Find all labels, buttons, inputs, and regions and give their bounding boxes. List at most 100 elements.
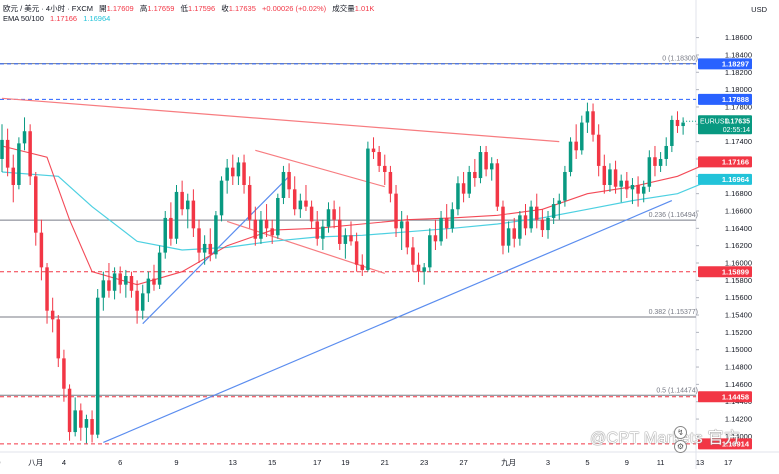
candle-body: [39, 232, 44, 268]
price-tag-label: 1.13914: [722, 440, 750, 449]
y-tick-label: 1.14800: [725, 363, 752, 372]
candle-body: [681, 122, 685, 127]
candle-body: [62, 358, 66, 389]
x-tick-label: 9: [174, 458, 178, 467]
price-tag-label: 1.16964: [722, 175, 750, 184]
x-tick-label: 九月: [501, 458, 516, 467]
candle-body: [399, 221, 404, 229]
candle-body: [5, 139, 10, 168]
x-tick-label: 5: [585, 458, 589, 467]
candle-body: [11, 167, 16, 185]
high-value: 1.17659: [147, 4, 175, 13]
candle-body: [563, 171, 567, 201]
candle-body: [309, 206, 314, 222]
candle-body: [461, 183, 466, 194]
price-tag-label: 1.15899: [722, 267, 749, 276]
candle-body: [625, 180, 629, 190]
candle-body: [332, 209, 336, 220]
y-tick-label: 1.15200: [725, 328, 752, 337]
x-tick-label: 11: [657, 458, 665, 467]
candle-body: [529, 206, 533, 229]
candle-body: [433, 235, 438, 242]
candle-body: [281, 171, 286, 198]
y-tick-label: 1.15400: [725, 311, 752, 320]
candle-body: [56, 319, 61, 359]
candle-body: [146, 278, 151, 294]
x-tick-label: 6: [118, 458, 122, 467]
x-tick-label: 3: [546, 458, 550, 467]
candle-body: [647, 157, 652, 187]
candle-body: [653, 157, 657, 166]
candle-body: [506, 228, 511, 246]
candle-body: [568, 141, 573, 172]
symbol-name[interactable]: 欧元 / 美元 · 4小时 · FXCM: [3, 4, 93, 13]
current-price-tag: [698, 115, 752, 135]
y-tick-label: 1.16000: [725, 259, 752, 268]
candle-body: [231, 167, 235, 177]
y-tick-label: 1.16400: [725, 224, 752, 233]
channel-upper-line: [255, 149, 385, 188]
x-tick-label: 八月: [28, 458, 43, 467]
candle-body: [34, 176, 38, 233]
candle-body: [191, 200, 196, 229]
x-tick-label: 17: [313, 458, 321, 467]
candle-body: [129, 276, 134, 291]
candle-body: [174, 191, 179, 239]
candle-body: [236, 162, 241, 177]
candle-body: [219, 180, 224, 216]
candle-body: [664, 145, 668, 159]
y-tick-label: 1.18400: [725, 50, 752, 59]
alert-icon[interactable]: ↯: [674, 426, 687, 439]
resistance-trendline: [1, 97, 560, 143]
candle-body: [377, 152, 381, 166]
candle-body: [535, 206, 539, 220]
x-tick-label: 15: [268, 458, 276, 467]
candle-body: [630, 184, 635, 190]
fib-level-label: 0.236 (1.16494): [649, 212, 698, 219]
candle-body: [287, 171, 291, 190]
ema50-value: 1.17166: [49, 14, 78, 23]
candle-body: [107, 280, 111, 291]
x-tick-label: 23: [420, 458, 428, 467]
x-tick-label: 27: [459, 458, 467, 467]
candle-body: [416, 264, 421, 272]
candle-body: [67, 388, 72, 433]
candle-body: [405, 221, 410, 248]
y-tick-label: 1.18000: [725, 85, 752, 94]
candle-body: [557, 200, 562, 205]
x-tick-label: 29: [0, 458, 1, 467]
candle-body: [264, 219, 269, 229]
candle-body: [591, 111, 595, 135]
high-label: 高: [139, 4, 148, 13]
candle-body: [259, 219, 263, 239]
candle-body: [523, 215, 528, 229]
candle-body: [580, 122, 584, 151]
candle-body: [501, 206, 505, 246]
candle-body: [292, 189, 297, 210]
candle-body: [0, 139, 4, 159]
candle-body: [546, 217, 550, 231]
candle-body: [478, 152, 483, 179]
candle-body: [602, 165, 607, 185]
candle-body: [354, 241, 359, 265]
candle-body: [321, 226, 325, 239]
candle-body: [242, 162, 246, 185]
candle-body: [383, 165, 387, 172]
ema-info-line[interactable]: EMA 50/100 1.17166 1.16964: [3, 14, 110, 23]
candle-body: [444, 217, 449, 229]
candle-body: [315, 221, 319, 239]
candle-body: [366, 148, 370, 270]
settings-icon[interactable]: ⚙: [674, 440, 687, 453]
y-tick-label: 1.17800: [725, 102, 752, 111]
y-tick-label: 1.14200: [725, 415, 752, 424]
x-tick-label: 19: [341, 458, 349, 467]
candle-body: [551, 204, 556, 218]
ema-label: EMA 50/100: [3, 14, 44, 23]
low-label: 低: [180, 4, 189, 13]
candle-body: [596, 134, 601, 166]
candle-body: [658, 158, 663, 166]
candle-body: [641, 186, 646, 194]
current-symbol-label: EURUSD: [700, 118, 730, 125]
candle-body: [608, 169, 612, 185]
